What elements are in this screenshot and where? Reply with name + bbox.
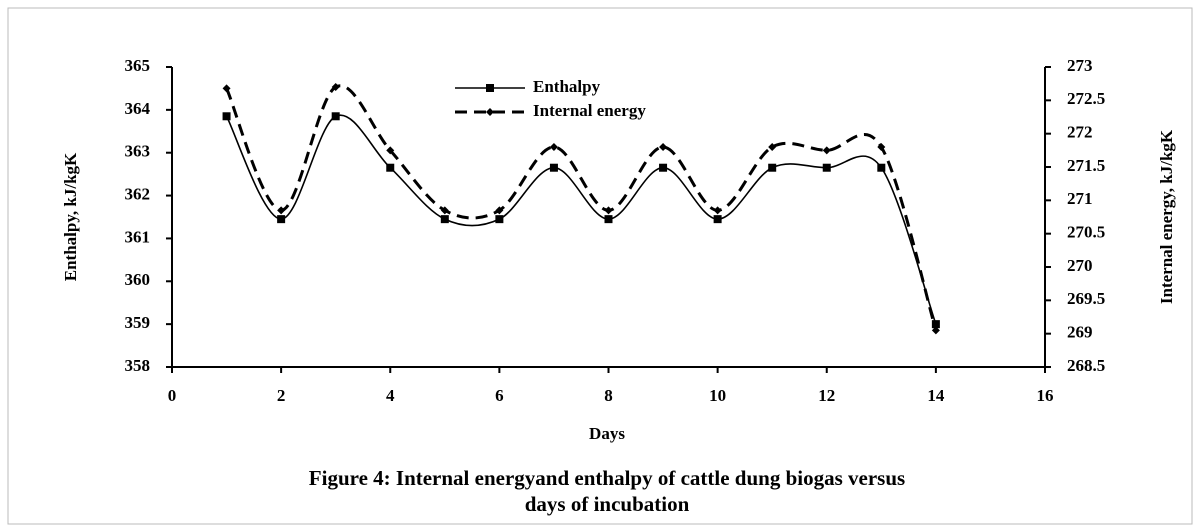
x-tick-label: 4: [386, 386, 395, 405]
legend-marker: [486, 108, 494, 116]
y2-tick-label: 273: [1067, 56, 1093, 75]
marker: [877, 163, 886, 172]
marker: [549, 143, 558, 151]
marker: [931, 320, 940, 329]
chart-title: Figure 4: Internal energyand enthalpy of…: [309, 466, 905, 490]
marker: [386, 163, 395, 172]
y-axis-label: Enthalpy, kJ/kgK: [61, 152, 80, 281]
y-tick-label: 359: [125, 313, 151, 332]
marker: [768, 143, 777, 151]
y2-tick-label: 269.5: [1067, 289, 1105, 308]
frame: [7, 7, 1193, 525]
x-tick-label: 16: [1037, 386, 1054, 405]
marker: [549, 163, 558, 172]
y2-tick-label: 272.5: [1067, 89, 1105, 108]
marker: [440, 206, 449, 215]
y2-tick-label: 271.5: [1067, 156, 1105, 175]
y-tick-label: 365: [125, 56, 151, 75]
y2-axis-label: Internal energy, kJ/kgK: [1157, 129, 1176, 304]
x-tick-label: 8: [604, 386, 613, 405]
x-tick-label: 6: [495, 386, 504, 405]
marker: [768, 163, 777, 172]
marker: [822, 146, 831, 155]
marker: [277, 215, 286, 224]
marker: [604, 206, 613, 215]
y2-tick-label: 270.5: [1067, 223, 1105, 242]
y-tick-label: 362: [125, 184, 151, 203]
marker: [931, 326, 940, 335]
marker: [659, 163, 668, 172]
y2-tick-label: 271: [1067, 189, 1093, 208]
y2-tick-label: 272: [1067, 123, 1093, 142]
marker: [277, 206, 286, 215]
marker: [604, 215, 613, 224]
marker: [659, 143, 668, 151]
marker: [222, 84, 231, 93]
x-tick-label: 14: [927, 386, 945, 405]
y-tick-label: 364: [125, 99, 151, 118]
marker: [713, 206, 722, 215]
y-tick-label: 363: [125, 142, 151, 161]
x-tick-label: 12: [818, 386, 835, 405]
marker: [877, 143, 886, 151]
x-tick-label: 2: [277, 386, 286, 405]
x-tick-label: 0: [168, 386, 177, 405]
marker: [495, 206, 504, 215]
marker: [440, 215, 449, 224]
y2-tick-label: 270: [1067, 256, 1093, 275]
marker: [386, 146, 395, 155]
marker: [495, 215, 504, 224]
marker: [331, 83, 340, 91]
y2-tick-label: 268.5: [1067, 356, 1105, 375]
legend-label: Internal energy: [533, 101, 646, 120]
marker: [222, 112, 231, 121]
y-tick-label: 360: [125, 270, 151, 289]
legend-label: Enthalpy: [533, 77, 601, 96]
y2-tick-label: 269: [1067, 323, 1093, 342]
y-tick-label: 358: [125, 356, 151, 375]
marker: [822, 163, 831, 172]
chart-title: days of incubation: [525, 492, 690, 516]
marker: [713, 215, 722, 224]
y-tick-label: 361: [125, 227, 151, 246]
x-axis-label: Days: [589, 424, 625, 443]
legend-marker: [486, 84, 494, 92]
x-tick-label: 10: [709, 386, 726, 405]
marker: [331, 112, 340, 121]
